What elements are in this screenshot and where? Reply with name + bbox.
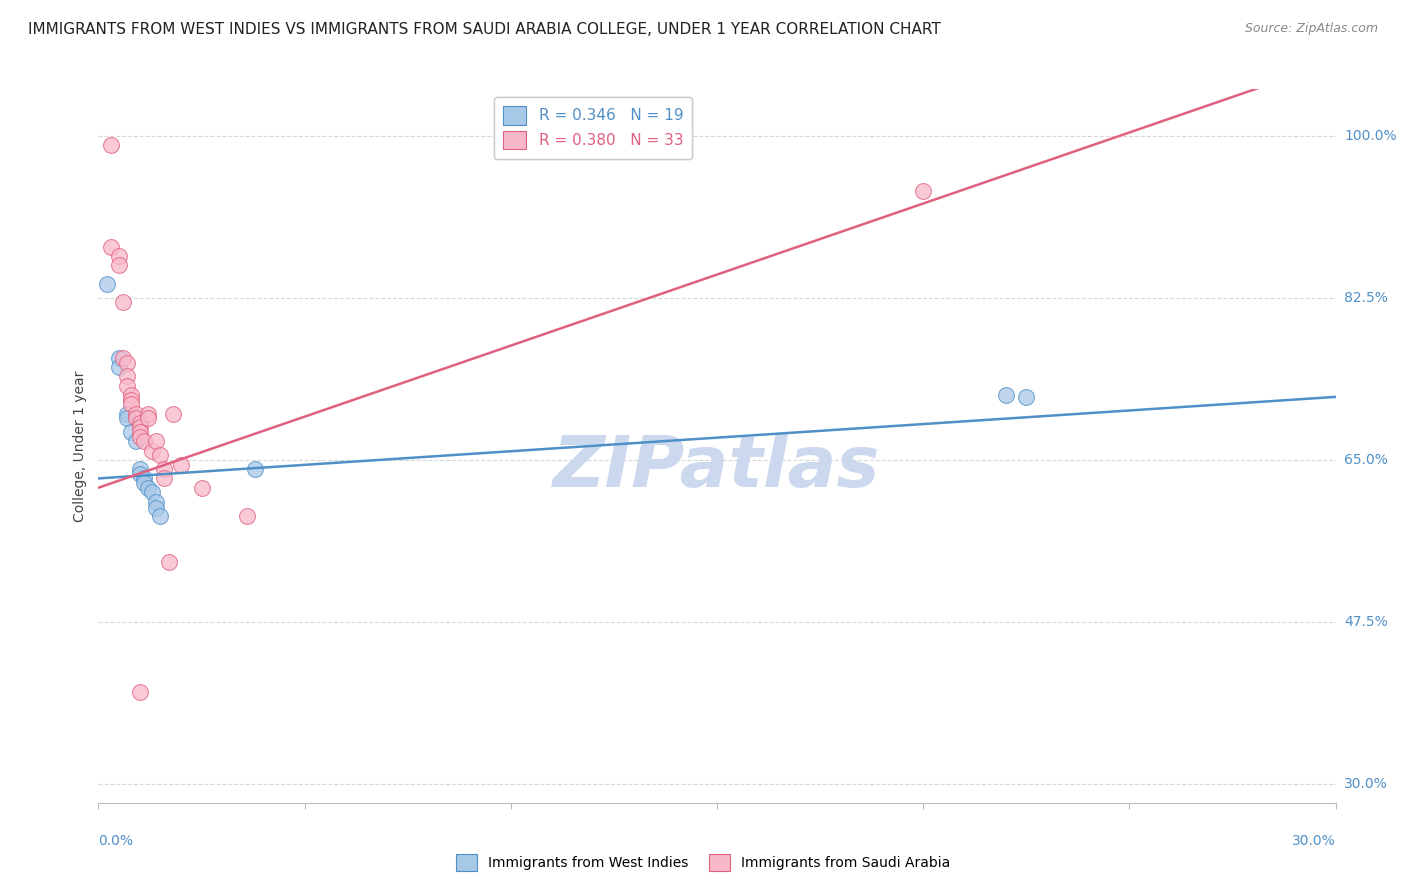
Legend: R = 0.346   N = 19, R = 0.380   N = 33: R = 0.346 N = 19, R = 0.380 N = 33	[495, 97, 692, 159]
Point	[136, 481, 159, 495]
Point	[117, 407, 139, 421]
Text: 30.0%: 30.0%	[1344, 777, 1388, 791]
Point	[128, 416, 150, 430]
Point	[117, 378, 139, 392]
Point	[117, 355, 139, 369]
Point	[243, 462, 266, 476]
Point	[108, 360, 131, 375]
Point	[1015, 390, 1038, 404]
Point	[132, 476, 155, 491]
Text: IMMIGRANTS FROM WEST INDIES VS IMMIGRANTS FROM SAUDI ARABIA COLLEGE, UNDER 1 YEA: IMMIGRANTS FROM WEST INDIES VS IMMIGRANT…	[28, 22, 941, 37]
Point	[108, 249, 131, 263]
Point	[108, 351, 131, 365]
Point	[120, 392, 142, 407]
Point	[141, 485, 163, 500]
Point	[136, 411, 159, 425]
Point	[190, 481, 212, 495]
Text: ZIPatlas: ZIPatlas	[554, 433, 880, 502]
Point	[157, 555, 180, 569]
Text: 47.5%: 47.5%	[1344, 615, 1388, 629]
Text: 30.0%: 30.0%	[1292, 834, 1336, 848]
Point	[236, 508, 259, 523]
Point	[100, 137, 122, 152]
Point	[128, 430, 150, 444]
Point	[153, 462, 176, 476]
Text: 65.0%: 65.0%	[1344, 453, 1388, 467]
Point	[141, 443, 163, 458]
Point	[124, 411, 146, 425]
Point	[128, 420, 150, 434]
Y-axis label: College, Under 1 year: College, Under 1 year	[73, 370, 87, 522]
Point	[96, 277, 118, 291]
Legend: Immigrants from West Indies, Immigrants from Saudi Arabia: Immigrants from West Indies, Immigrants …	[450, 848, 956, 876]
Point	[145, 501, 167, 516]
Point	[128, 425, 150, 439]
Point	[132, 434, 155, 449]
Point	[153, 471, 176, 485]
Point	[117, 411, 139, 425]
Text: 0.0%: 0.0%	[98, 834, 134, 848]
Point	[162, 407, 184, 421]
Point	[100, 240, 122, 254]
Point	[128, 467, 150, 481]
Point	[994, 388, 1017, 402]
Point	[145, 494, 167, 508]
Point	[124, 434, 146, 449]
Point	[120, 397, 142, 411]
Point	[108, 258, 131, 272]
Point	[120, 425, 142, 439]
Text: Source: ZipAtlas.com: Source: ZipAtlas.com	[1244, 22, 1378, 36]
Point	[145, 434, 167, 449]
Point	[128, 462, 150, 476]
Point	[132, 471, 155, 485]
Point	[112, 351, 135, 365]
Point	[149, 448, 172, 462]
Text: 100.0%: 100.0%	[1344, 128, 1396, 143]
Point	[149, 508, 172, 523]
Point	[128, 684, 150, 698]
Point	[117, 369, 139, 384]
Point	[912, 184, 935, 198]
Point	[120, 388, 142, 402]
Point	[170, 458, 193, 472]
Point	[136, 407, 159, 421]
Text: 82.5%: 82.5%	[1344, 291, 1388, 305]
Point	[124, 407, 146, 421]
Point	[112, 295, 135, 310]
